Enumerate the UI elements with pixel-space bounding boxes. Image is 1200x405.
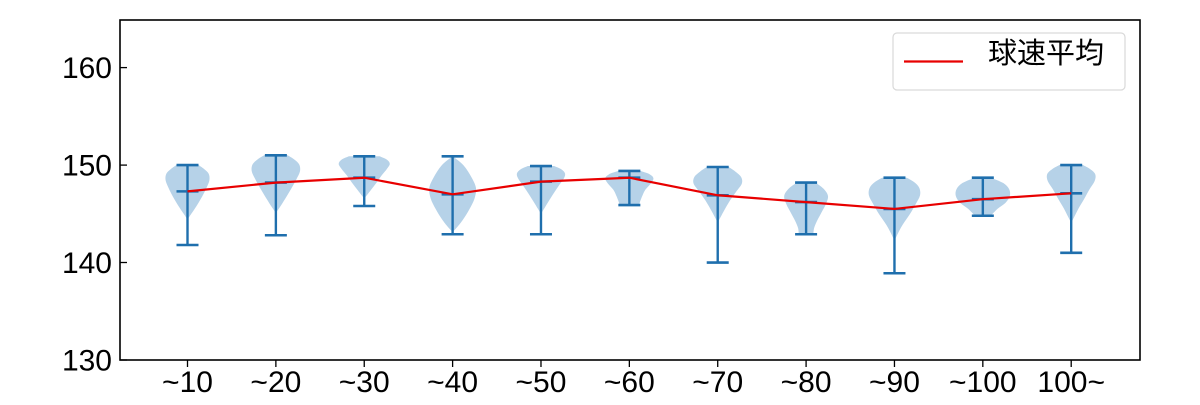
svg-text:~90: ~90 xyxy=(869,366,920,399)
svg-text:100~: 100~ xyxy=(1037,366,1105,399)
svg-text:~80: ~80 xyxy=(781,366,832,399)
svg-text:~40: ~40 xyxy=(427,366,478,399)
svg-text:~10: ~10 xyxy=(162,366,213,399)
svg-text:160: 160 xyxy=(62,52,112,85)
svg-text:130: 130 xyxy=(62,345,112,378)
svg-text:~100: ~100 xyxy=(949,366,1017,399)
svg-text:~20: ~20 xyxy=(250,366,301,399)
svg-text:~60: ~60 xyxy=(604,366,655,399)
svg-text:~50: ~50 xyxy=(516,366,567,399)
svg-text:~30: ~30 xyxy=(339,366,390,399)
svg-text:140: 140 xyxy=(62,247,112,280)
svg-text:150: 150 xyxy=(62,150,112,183)
svg-text:~70: ~70 xyxy=(692,366,743,399)
